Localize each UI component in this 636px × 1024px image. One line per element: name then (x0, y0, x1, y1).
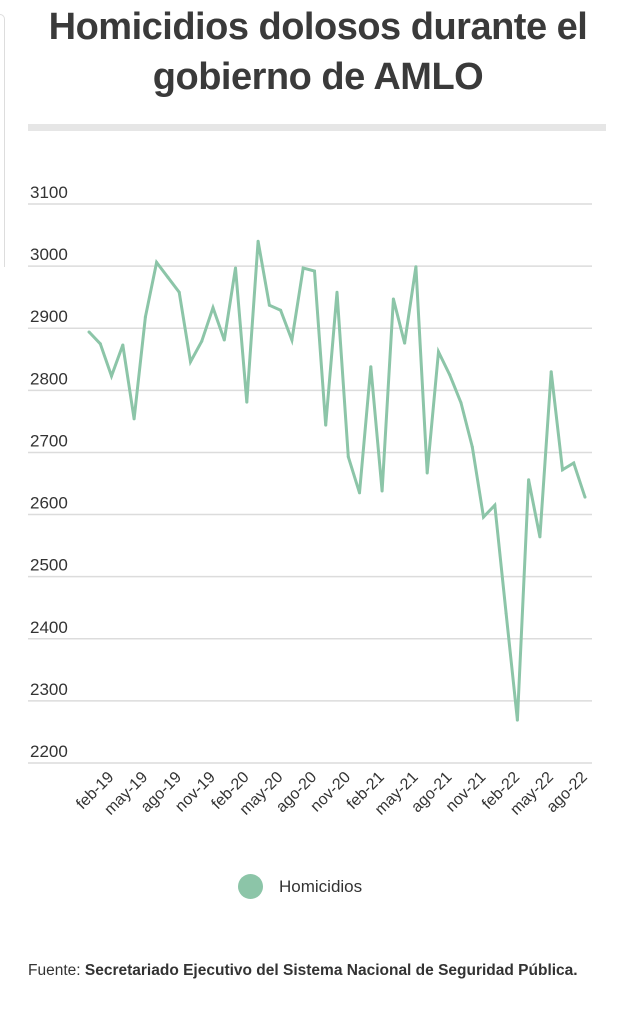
data-point (403, 341, 407, 345)
data-point (290, 338, 294, 342)
data-point (166, 275, 170, 279)
data-point (245, 400, 249, 404)
data-point (155, 260, 159, 264)
card-edge (0, 14, 5, 267)
source-note: Fuente: Secretariado Ejecutivo del Siste… (28, 956, 608, 985)
data-point (87, 330, 91, 334)
data-point (482, 515, 486, 519)
data-point (312, 269, 316, 273)
data-point (132, 417, 136, 421)
data-point (538, 535, 542, 539)
data-point (391, 297, 395, 301)
data-point (335, 290, 339, 294)
data-point (448, 373, 452, 377)
data-point (222, 338, 226, 342)
data-point (188, 360, 192, 364)
data-point (414, 265, 418, 269)
data-point (493, 503, 497, 507)
series-line-homicidios (87, 241, 587, 721)
y-tick-label: 2600 (30, 494, 68, 513)
data-point (583, 495, 587, 499)
data-point (211, 306, 215, 310)
y-tick-label: 3100 (30, 183, 68, 202)
data-point (470, 445, 474, 449)
y-tick-label: 2400 (30, 618, 68, 637)
data-point (436, 350, 440, 354)
data-point (515, 718, 519, 722)
data-point (380, 489, 384, 493)
data-point (504, 611, 508, 615)
data-point (459, 401, 463, 405)
y-tick-label: 2700 (30, 431, 68, 450)
data-point (560, 468, 564, 472)
title-divider (28, 124, 606, 131)
data-point (324, 423, 328, 427)
data-point (200, 339, 204, 343)
y-tick-label: 2800 (30, 369, 68, 388)
data-point (177, 290, 181, 294)
chart-title: Homicidios dolosos durante el gobierno d… (48, 6, 588, 98)
data-point (549, 370, 553, 374)
data-point (425, 471, 429, 475)
legend-label: Homicidios (279, 876, 363, 896)
y-tick-label: 2500 (30, 556, 68, 575)
source-text: Secretariado Ejecutivo del Sistema Nacio… (84, 962, 578, 979)
data-point (346, 455, 350, 459)
data-point (98, 342, 102, 346)
data-point (369, 365, 373, 369)
y-tick-label: 2900 (30, 307, 68, 326)
data-point (301, 266, 305, 270)
y-tick-label: 3000 (30, 245, 68, 264)
data-point (267, 303, 271, 307)
data-point (572, 461, 576, 465)
data-point (234, 266, 238, 270)
line-chart: 3100 3000 2900 2800 2700 2600 2500 2400 2300 2200… (28, 183, 592, 819)
source-label: Fuente: (28, 962, 81, 979)
data-point (110, 374, 114, 378)
data-point (279, 308, 283, 312)
data-point (121, 343, 125, 347)
data-point (143, 315, 147, 319)
data-point (527, 478, 531, 482)
data-point (358, 491, 362, 495)
y-tick-label: 2200 (30, 742, 68, 761)
legend-swatch (238, 874, 263, 899)
legend[interactable]: Homicidios (238, 874, 362, 899)
y-tick-label: 2300 (30, 680, 68, 699)
data-point (256, 239, 260, 243)
